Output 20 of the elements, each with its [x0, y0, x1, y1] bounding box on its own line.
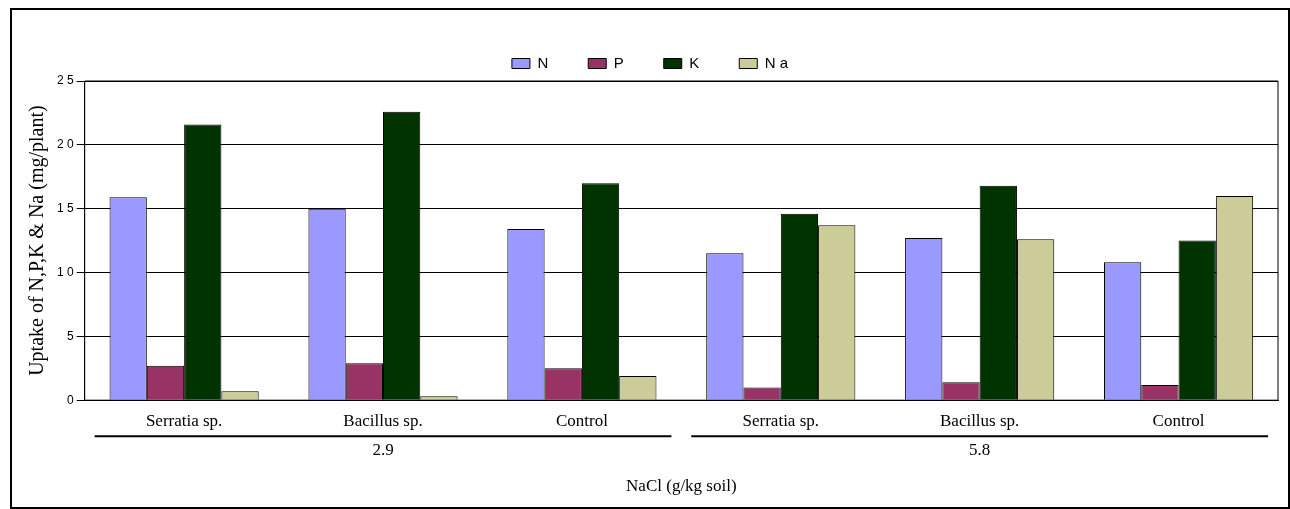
- y-tick-label: 0: [66, 392, 74, 407]
- x-tick-label: Bacillus sp.: [940, 410, 1020, 430]
- x-tick-label: Control: [1152, 410, 1205, 430]
- y-tick-label: 1 0: [56, 264, 74, 279]
- legend-label: N: [537, 53, 549, 71]
- text: 5.8: [969, 440, 991, 460]
- text: 2.9: [372, 440, 394, 460]
- x-axis-title: NaCl (g/kg soil): [626, 476, 737, 496]
- y-axis-title: Uptake of N,P,K & Na (mg/plant): [25, 105, 49, 376]
- legend-label: P: [613, 53, 624, 71]
- x-tick-label: Serratia sp.: [145, 410, 223, 430]
- y-tick-label: 2 0: [56, 137, 74, 152]
- y-tick-label: 2 5: [56, 73, 74, 88]
- y-tick-label: 5: [66, 328, 74, 343]
- x-tick-label: Control: [555, 410, 609, 430]
- legend-label: K: [689, 53, 700, 71]
- y-tick-label: 1 5: [56, 200, 74, 215]
- x-tick-label: Bacillus sp.: [343, 410, 423, 430]
- legend-label: N a: [764, 53, 789, 71]
- x-tick-label: Serratia sp.: [742, 410, 820, 430]
